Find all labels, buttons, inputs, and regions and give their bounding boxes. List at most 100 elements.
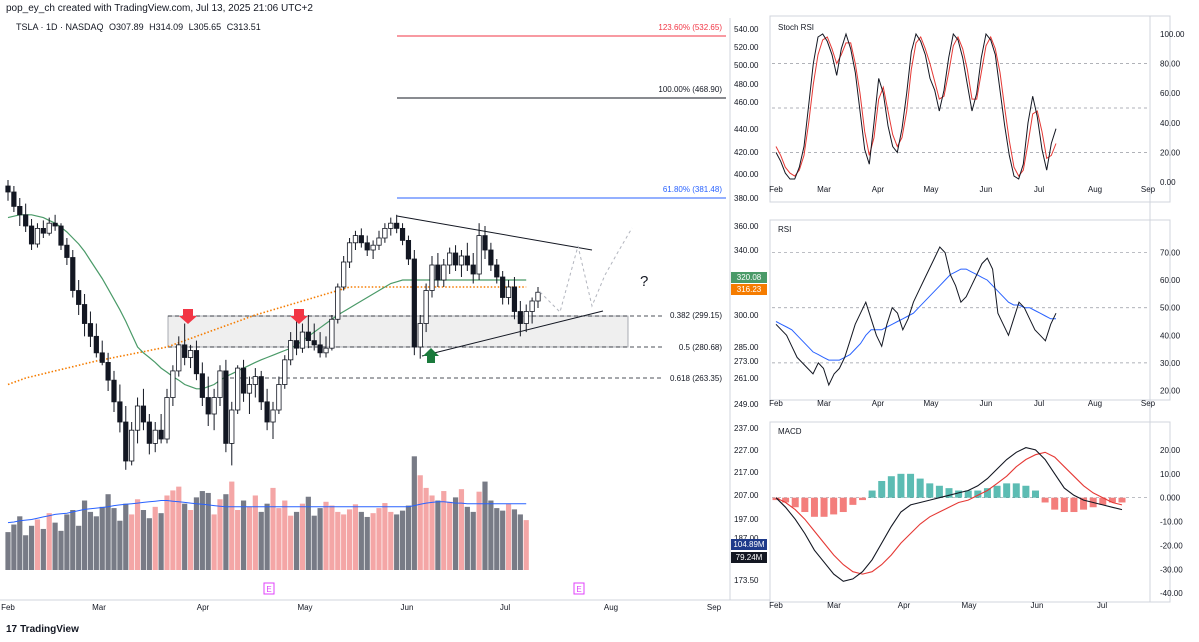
candle-body	[346, 242, 353, 263]
time-axis-tick: Jun	[401, 603, 414, 612]
volume-bar	[176, 486, 182, 570]
volume-bar	[70, 510, 76, 570]
candle-body	[417, 323, 423, 348]
candle-body	[505, 286, 512, 298]
candle-body	[99, 352, 105, 363]
volume-ma-badge	[731, 539, 767, 550]
price-axis-tick: 420.00	[734, 148, 759, 157]
candle-body	[87, 323, 94, 337]
macd-histogram-bar	[1080, 497, 1088, 510]
candle-body	[452, 252, 459, 266]
macd-histogram-bar	[849, 497, 857, 505]
volume-bar	[81, 500, 88, 570]
indicator-time-tick: Sep	[1141, 185, 1156, 194]
candle-body	[187, 350, 194, 358]
volume-bar	[5, 532, 11, 570]
volume-bar	[28, 525, 35, 570]
volume-bar	[58, 530, 64, 570]
indicator-time-tick: Apr	[872, 185, 885, 194]
volume-bar	[335, 511, 341, 570]
macd-histogram-bar	[1051, 497, 1059, 510]
macd-histogram-bar	[791, 497, 799, 508]
indicator-axis-tick: 60.00	[1160, 276, 1181, 285]
candle-body	[146, 421, 152, 444]
volume-bar	[511, 509, 518, 570]
ohlc-close: C313.51	[226, 22, 261, 32]
indicator-time-tick: Aug	[1088, 185, 1102, 194]
rsi-ma-line	[775, 268, 1056, 361]
time-axis-tick: Feb	[1, 603, 15, 612]
price-axis-tick: 540.00	[734, 25, 759, 34]
earnings-marker-2[interactable]	[573, 582, 585, 595]
volume-bar	[52, 522, 58, 570]
volume-bar	[423, 487, 429, 570]
candle-body	[170, 370, 176, 398]
price-axis-tick: 187.00	[734, 534, 759, 543]
volume-bar	[187, 510, 194, 570]
attribution-text: pop_ey_ch created with TradingView.com, …	[6, 3, 313, 14]
candle-body	[17, 205, 23, 216]
volume-bar	[370, 513, 376, 570]
candle-body	[229, 409, 235, 444]
volume-bar	[240, 500, 247, 570]
fib-label-618: 61.80% (381.48)	[663, 185, 722, 194]
fib-label-05: 0.5 (280.68)	[679, 343, 722, 352]
indicator-time-tick: Aug	[1088, 399, 1102, 408]
macd-histogram-bar	[1118, 497, 1126, 503]
candle-body	[217, 370, 223, 398]
volume-bar	[411, 456, 417, 570]
candle-body	[535, 291, 541, 302]
candle-body	[376, 237, 382, 246]
volume-bar	[276, 508, 282, 570]
volume-bar	[129, 514, 135, 570]
tradingview-mark-icon: 17	[6, 624, 18, 635]
price-axis-tick: 261.00	[734, 374, 759, 383]
volume-bar	[352, 504, 359, 570]
macd-histogram-bar	[1099, 497, 1107, 505]
price-axis-tick: 520.00	[734, 43, 759, 52]
projection-path	[539, 227, 633, 313]
macd-histogram-bar	[1041, 497, 1049, 503]
candle-body	[28, 225, 35, 245]
candle-body	[500, 276, 506, 298]
time-axis-labels: Feb Mar Apr May Jun Jul Aug Sep	[1, 603, 722, 612]
volume-bar	[441, 491, 447, 570]
indicator-axis-tick: -20.00	[1160, 541, 1183, 550]
indicator-axis-tick: 60.00	[1160, 89, 1181, 98]
volume-bar	[252, 495, 258, 570]
candle-body	[23, 214, 29, 227]
volume-bar	[346, 509, 353, 570]
candle-body	[441, 264, 447, 281]
volume-bar	[205, 492, 211, 570]
ma-orange-badge-text: 316.23	[737, 285, 762, 294]
volume-bar	[523, 520, 529, 570]
volume-bar	[288, 515, 294, 570]
ma-orange-badge	[731, 284, 767, 295]
brand-text: TradingView	[20, 624, 79, 635]
price-axis-tick: 480.00	[734, 80, 759, 89]
candle-body	[117, 401, 123, 423]
indicator-time-tick: Jun	[980, 185, 993, 194]
volume-bar	[399, 510, 406, 570]
candle-body	[76, 290, 82, 305]
indicator-axis-tick: 0.00	[1160, 178, 1176, 187]
rsi-plot: 70.00 60.00 50.00 40.00 30.00 20.00 Feb Mar Apr M…	[769, 246, 1181, 408]
price-axis-tick: 380.00	[734, 194, 759, 203]
macd-histogram-bar	[1032, 490, 1039, 498]
volume-bar	[76, 525, 82, 570]
price-axis-tick: 207.00	[734, 491, 759, 500]
fib-label-0618: 0.618 (263.35)	[670, 374, 722, 383]
ma-green-badge	[731, 272, 767, 283]
indicator-axis-tick: 40.00	[1160, 119, 1181, 128]
macd-histogram-bar	[878, 480, 886, 498]
candle-body	[5, 185, 11, 193]
candle-body	[123, 421, 129, 462]
volume-bar	[452, 497, 459, 570]
price-axis-tick: 440.00	[734, 125, 759, 134]
candle-body	[264, 401, 270, 423]
indicator-time-tick: Feb	[769, 185, 783, 194]
earnings-marker-1[interactable]	[263, 582, 275, 595]
ma-orange-line	[7, 286, 527, 386]
volume-bar	[323, 501, 329, 570]
